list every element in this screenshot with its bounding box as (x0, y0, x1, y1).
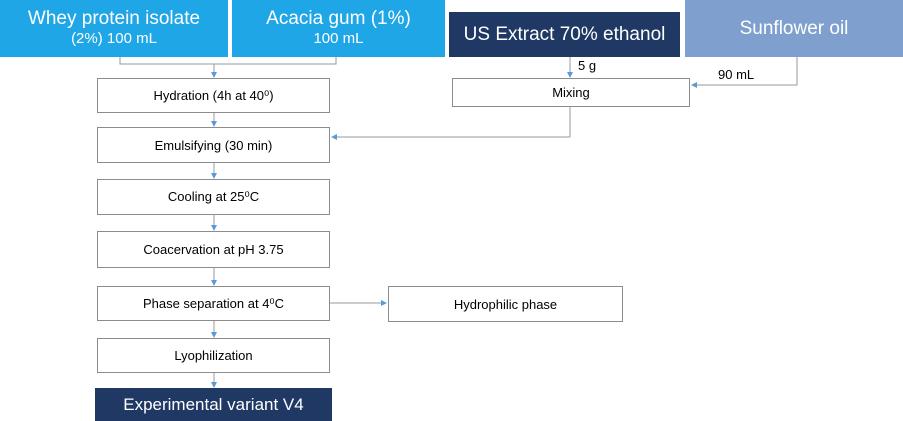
input-box: Acacia gum (1%) 100 mL (232, 0, 445, 57)
input-line: Whey protein isolate (27, 7, 201, 29)
output-box: Experimental variant V4 (95, 388, 332, 421)
lines (119, 57, 798, 388)
process-box: Hydration (4h at 40⁰) (97, 78, 330, 113)
edge-label: 90 mL (718, 67, 755, 82)
process-box: Lyophilization (97, 338, 330, 373)
process-box: Hydrophilic phase (388, 286, 623, 322)
input-box: US Extract 70% ethanol (449, 12, 680, 57)
process-box: Cooling at 25⁰C (97, 179, 330, 215)
input-line: US Extract 70% ethanol (463, 23, 666, 45)
edge-label: 5 g (578, 58, 597, 73)
input-line: Sunflower oil (739, 17, 849, 39)
input-line: (2%) 100 mL (71, 29, 157, 47)
process-box: Coacervation at pH 3.75 (97, 231, 330, 268)
input-box: Sunflower oil (685, 0, 903, 57)
process-box: Emulsifying (30 min) (97, 127, 330, 163)
input-line: 100 mL (313, 29, 364, 47)
input-box: Whey protein isolate (2%) 100 mL (0, 0, 228, 57)
input-line: Acacia gum (1%) (266, 7, 411, 29)
process-box: Mixing (452, 78, 690, 107)
process-box: Phase separation at 4⁰C (97, 286, 330, 321)
